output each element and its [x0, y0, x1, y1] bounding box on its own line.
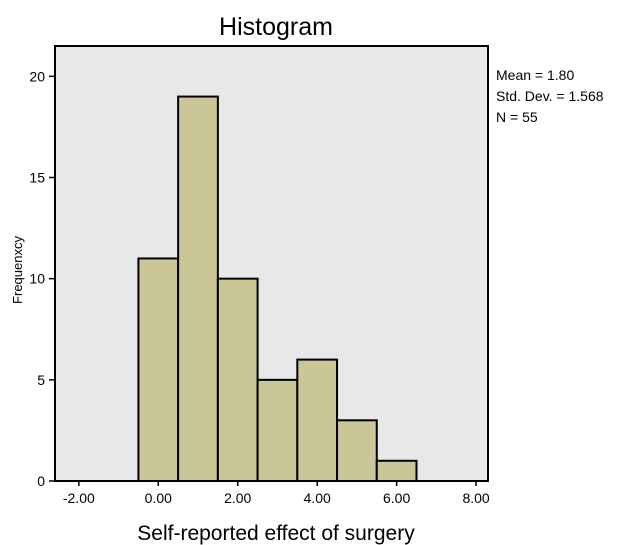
y-axis-tick-label-3: 15: [29, 170, 45, 186]
y-axis: 0 5 10 15 20: [29, 68, 55, 489]
stats-n: N = 55: [496, 109, 538, 125]
x-axis-tick-label-3: 4.00: [304, 490, 331, 506]
histogram-bar-2: [216, 277, 259, 483]
histogram-bar-5: [336, 419, 378, 482]
x-axis: -2.00 0.00 2.00 4.00 6.00 8.00: [63, 481, 490, 506]
histogram-bar-6: [375, 459, 418, 482]
stats-std-dev: Std. Dev. = 1.568: [496, 88, 604, 104]
stats-mean: Mean = 1.80: [496, 67, 574, 83]
y-axis-tick-label-0: 0: [37, 473, 45, 489]
x-axis-tick-label-0: -2.00: [63, 490, 95, 506]
bars-group: [137, 95, 418, 483]
x-axis-tick-label-2: 2.00: [224, 490, 251, 506]
histogram-bar-1: [177, 95, 219, 483]
x-axis-label: Self-reported effect of surgery: [137, 522, 415, 545]
x-axis-tick-label-5: 8.00: [462, 490, 489, 506]
histogram-bar-4: [296, 358, 339, 483]
histogram-bar-3: [256, 378, 299, 482]
y-axis-tick-label-2: 10: [29, 271, 45, 287]
y-axis-tick-label-4: 20: [29, 68, 45, 84]
y-axis-tick-label-1: 5: [37, 372, 45, 388]
x-axis-tick-label-1: 0.00: [145, 490, 172, 506]
y-axis-label: Frequenxcy: [10, 236, 25, 304]
x-axis-tick-label-4: 6.00: [383, 490, 410, 506]
chart-title: Histogram: [219, 13, 333, 41]
histogram-bar-0: [137, 257, 180, 482]
